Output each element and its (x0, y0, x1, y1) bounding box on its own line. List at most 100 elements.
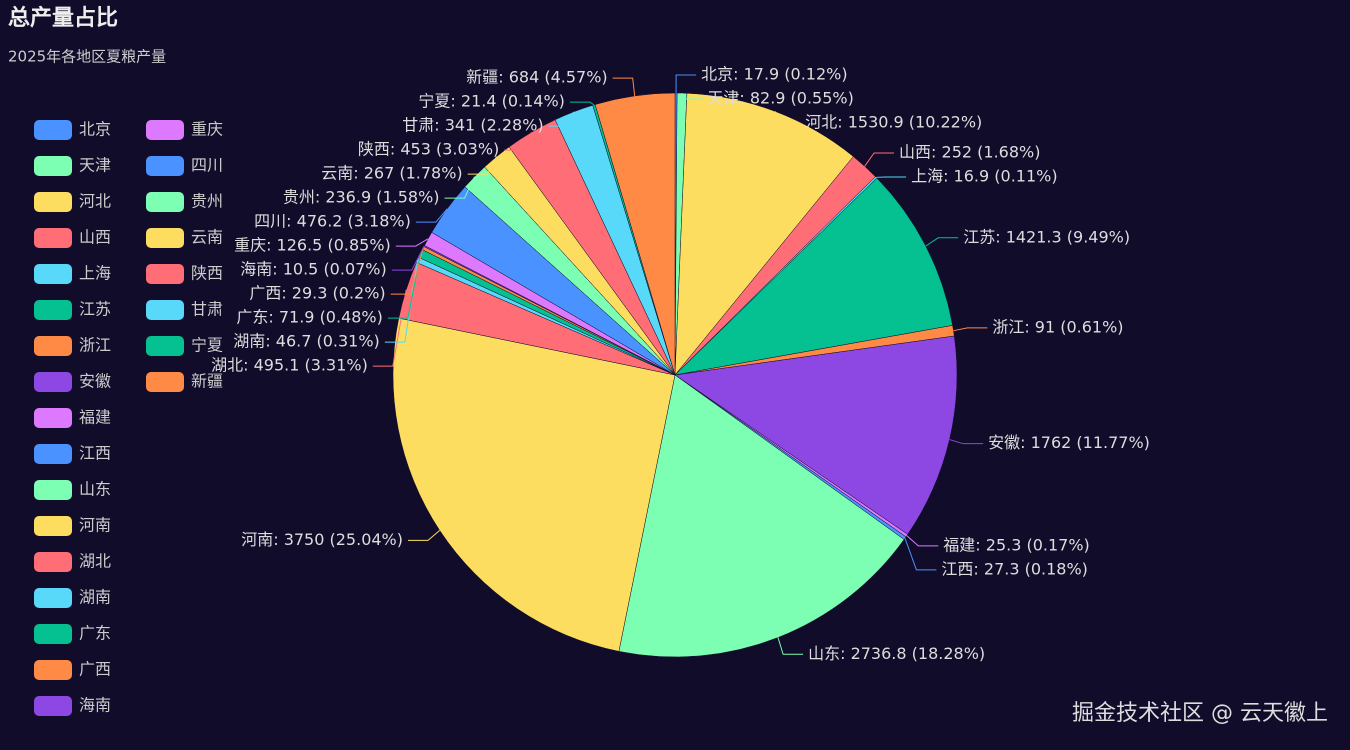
data-label: 湖北: 495.1 (3.31%) (211, 356, 368, 375)
legend-label: 广西 (79, 660, 111, 679)
legend-label: 贵州 (191, 192, 223, 211)
legend-label: 山东 (79, 480, 111, 499)
leader-line (395, 238, 429, 247)
data-label: 陕西: 453 (3.03%) (358, 140, 499, 159)
legend-swatch (34, 408, 72, 428)
data-label: 安徽: 1762 (11.77%) (988, 433, 1150, 452)
data-label: 重庆: 126.5 (0.85%) (234, 236, 391, 255)
legend-swatch (146, 264, 184, 284)
chart-subtitle: 2025年各地区夏粮产量 (8, 48, 166, 66)
legend-swatch (146, 228, 184, 248)
leader-line (467, 156, 497, 175)
legend-swatch (34, 660, 72, 680)
data-label: 贵州: 236.9 (1.58%) (283, 188, 440, 207)
legend-swatch (34, 120, 72, 140)
leader-line (504, 132, 532, 151)
legend-label: 云南 (191, 228, 223, 247)
leader-line (384, 259, 419, 343)
data-label: 云南: 267 (1.78%) (321, 164, 462, 183)
data-label: 广东: 71.9 (0.48%) (236, 308, 383, 327)
watermark: 掘金技术社区 @ 云天徽上 (1072, 701, 1328, 726)
leader-line (681, 93, 703, 100)
legend-label: 福建 (79, 408, 111, 427)
legend-label: 江西 (79, 444, 111, 463)
legend-label: 河北 (79, 192, 111, 211)
data-label: 河北: 1530.9 (10.22%) (805, 113, 982, 132)
legend-swatch (34, 552, 72, 572)
leader-line (372, 289, 407, 367)
data-label: 海南: 10.5 (0.07%) (240, 260, 387, 279)
legend-swatch (146, 192, 184, 212)
leader-line (390, 247, 424, 295)
leader-line (675, 74, 697, 94)
leader-line (391, 245, 425, 271)
leader-line (612, 77, 636, 96)
legend-swatch (34, 624, 72, 644)
legend-swatch (146, 120, 184, 140)
data-label: 广西: 29.3 (0.2%) (249, 284, 385, 303)
legend-label: 四川 (191, 156, 223, 175)
legend-label: 天津 (79, 156, 111, 175)
leader-line (774, 111, 801, 124)
legend-swatch (34, 336, 72, 356)
legend-swatch (34, 516, 72, 536)
leader-line (864, 152, 895, 167)
legend-label: 新疆 (191, 372, 223, 391)
legend-label: 北京 (79, 120, 111, 139)
legend-label: 江苏 (79, 300, 111, 319)
legend-swatch (34, 228, 72, 248)
data-label: 福建: 25.3 (0.17%) (943, 535, 1090, 554)
legend-label: 陕西 (191, 264, 223, 283)
legend-swatch (34, 300, 72, 320)
legend-label: 山西 (79, 228, 111, 247)
pie-slice (674, 177, 953, 376)
legend-swatch (34, 696, 72, 716)
legend-swatch (34, 444, 72, 464)
legend-swatch (146, 300, 184, 320)
pie-slice (594, 92, 676, 376)
leader-line (408, 530, 441, 541)
legend-label: 浙江 (79, 336, 111, 355)
data-label: 山东: 2736.8 (18.28%) (808, 644, 985, 663)
data-label: 江苏: 1421.3 (9.49%) (963, 227, 1130, 246)
legend-swatch (34, 372, 72, 392)
data-label: 江西: 27.3 (0.18%) (941, 559, 1088, 578)
data-label: 四川: 476.2 (3.18%) (254, 212, 411, 231)
legend-swatch (34, 192, 72, 212)
data-label: 甘肃: 341 (2.28%) (402, 116, 543, 135)
chart-title: 总产量占比 (8, 5, 118, 31)
legend-label: 安徽 (79, 372, 111, 391)
data-label: 上海: 16.9 (0.11%) (911, 166, 1058, 185)
legend-swatch (34, 588, 72, 608)
legend-label: 广东 (79, 624, 111, 643)
data-label: 宁夏: 21.4 (0.14%) (418, 92, 565, 111)
data-label: 浙江: 91 (0.61%) (992, 317, 1123, 336)
data-label: 天津: 82.9 (0.55%) (707, 89, 854, 108)
legend-label: 甘肃 (191, 300, 223, 319)
legend-swatch (34, 264, 72, 284)
data-label: 新疆: 684 (4.57%) (466, 68, 607, 87)
leader-line (569, 101, 595, 106)
leader-line (548, 111, 575, 127)
legend-swatch (34, 480, 72, 500)
legend-swatch (146, 156, 184, 176)
legend-swatch (146, 336, 184, 356)
legend-label: 湖南 (79, 588, 111, 607)
legend-swatch (34, 156, 72, 176)
leader-line (444, 176, 475, 199)
leader-line (904, 537, 937, 571)
leader-line (415, 208, 448, 223)
leader-line (925, 237, 959, 247)
legend-label: 重庆 (191, 120, 223, 139)
legend-label: 海南 (79, 696, 111, 715)
data-label: 湖南: 46.7 (0.31%) (233, 332, 380, 351)
data-label: 河南: 3750 (25.04%) (241, 530, 403, 549)
legend-label: 上海 (79, 264, 111, 283)
pie-slice (674, 335, 958, 535)
data-label: 山西: 252 (1.68%) (899, 142, 1040, 161)
legend-label: 宁夏 (191, 336, 223, 355)
leader-line (906, 535, 939, 547)
legend-swatch (146, 372, 184, 392)
